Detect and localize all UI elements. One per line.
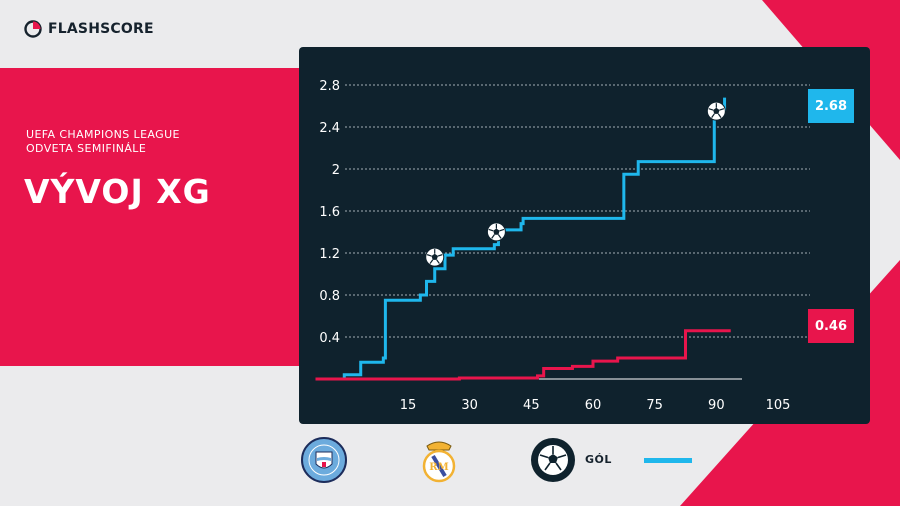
goal-marker-seam <box>708 108 714 111</box>
home-xg-final-badge: 2.68 <box>808 89 854 123</box>
y-tick-label: 2.4 <box>319 121 340 136</box>
x-tick-label: 45 <box>523 398 540 413</box>
brand-name: FLASHSCORE <box>48 21 154 37</box>
away-xg-series-line <box>315 329 731 381</box>
goal-legend-label: GÓL <box>585 453 612 466</box>
chart-legend: RM GÓL <box>300 436 806 486</box>
x-tick-label: 75 <box>646 398 663 413</box>
home-xg-series-line <box>329 97 727 381</box>
title-band <box>0 68 300 366</box>
chart-panel <box>299 47 870 424</box>
away-xg-final-value: 0.46 <box>814 318 848 334</box>
goal-ball-icon <box>531 438 575 482</box>
away-legend-line <box>758 458 806 463</box>
home-xg-final-value: 2.68 <box>814 98 848 114</box>
competition-name: UEFA CHAMPIONS LEAGUE <box>26 128 180 141</box>
svg-text:RM: RM <box>429 462 448 473</box>
x-tick-label: 105 <box>766 398 791 413</box>
y-tick-label: 1.6 <box>319 205 340 220</box>
competition-info: UEFA CHAMPIONS LEAGUE ODVETA SEMIFINÁLE <box>26 128 180 156</box>
goal-marker-seam <box>717 113 722 118</box>
goal-marker-seam <box>719 108 725 111</box>
goal-marker-seam <box>497 234 502 239</box>
page-title: VÝVOJ XG <box>24 172 211 211</box>
goal-marker-seam <box>711 113 715 118</box>
goal-marker-seam <box>437 254 443 257</box>
goal-marker-pentagon-0 <box>431 253 438 260</box>
goal-marker-seam <box>429 259 434 264</box>
goal-marker-seam <box>499 228 505 232</box>
goal-marker-pentagon-1 <box>493 228 500 235</box>
y-tick-label: 2 <box>332 163 340 178</box>
y-tick-label: 0.4 <box>319 331 340 346</box>
x-tick-label: 15 <box>400 398 417 413</box>
goal-marker-seam <box>491 234 495 239</box>
x-tick-label: 60 <box>585 398 602 413</box>
y-tick-label: 0.8 <box>319 289 340 304</box>
y-tick-label: 1.2 <box>319 247 340 262</box>
real-madrid-crest-icon: RM <box>422 441 456 483</box>
flashscore-logo-icon <box>24 20 42 38</box>
x-tick-label: 90 <box>708 398 725 413</box>
goal-marker-seam <box>488 228 494 232</box>
goal-marker-pentagon-2 <box>713 107 720 114</box>
goal-marker-seam <box>436 259 440 264</box>
x-tick-label: 30 <box>461 398 478 413</box>
flashscore-logo: FLASHSCORE <box>24 20 154 38</box>
home-legend-line <box>644 458 692 463</box>
manchester-city-crest-icon <box>301 437 347 483</box>
y-tick-label: 2.8 <box>319 79 340 94</box>
match-stage: ODVETA SEMIFINÁLE <box>26 142 147 155</box>
away-xg-final-badge: 0.46 <box>808 309 854 343</box>
goal-marker-seam <box>426 254 432 257</box>
